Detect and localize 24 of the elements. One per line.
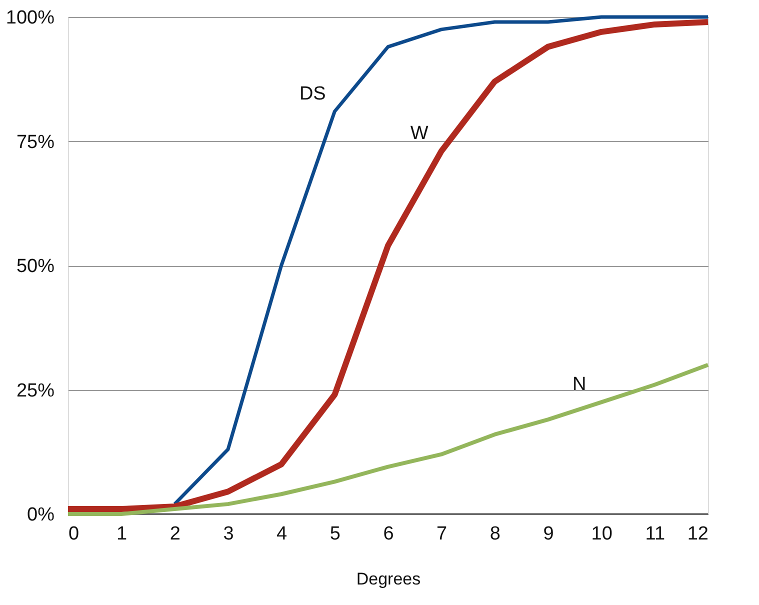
y-tick-label: 50% bbox=[16, 256, 55, 277]
series-label: DS bbox=[299, 83, 326, 104]
x-tick-label: 7 bbox=[436, 524, 448, 544]
x-tick-label: 10 bbox=[591, 524, 612, 544]
series-label: N bbox=[572, 374, 586, 396]
x-tick-label: 9 bbox=[543, 524, 554, 544]
x-tick-label: 6 bbox=[383, 524, 394, 544]
x-tick-label: 5 bbox=[330, 524, 340, 544]
x-tick-label: 12 bbox=[687, 524, 708, 544]
x-tick-label: 1 bbox=[116, 524, 128, 544]
y-tick-label: 0% bbox=[27, 504, 55, 526]
x-tick-label: 11 bbox=[645, 524, 666, 544]
y-tick-label: 75% bbox=[16, 132, 55, 153]
x-tick-label: 3 bbox=[223, 524, 234, 544]
y-tick-label: 25% bbox=[16, 380, 55, 402]
line-series bbox=[66, 362, 710, 516]
y-tick-label: 100% bbox=[6, 8, 55, 28]
x-tick-label: 2 bbox=[170, 524, 180, 544]
line-series bbox=[172, 15, 710, 506]
x-axis-title: Degrees bbox=[356, 570, 421, 588]
x-tick-label: 0 bbox=[68, 524, 80, 544]
x-tick-label: 8 bbox=[490, 524, 500, 544]
series-label: W bbox=[410, 123, 428, 144]
x-tick-label: 4 bbox=[276, 524, 288, 544]
